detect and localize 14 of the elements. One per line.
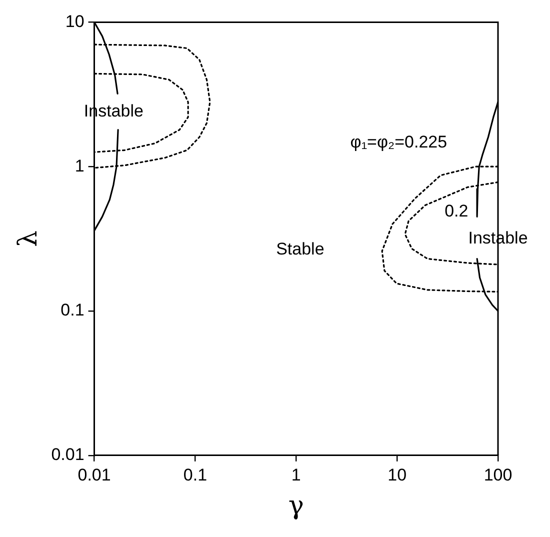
x-tick-label: 1 xyxy=(291,465,301,484)
x-axis-title: γ xyxy=(288,491,304,522)
x-tick-label: 100 xyxy=(484,465,512,484)
annotation: Stable xyxy=(276,239,324,258)
x-tick-label: 0.1 xyxy=(183,465,208,484)
x-tick-label: 0.01 xyxy=(78,465,111,484)
annotation: φ₁=φ₂=0.225 xyxy=(350,132,448,152)
y-tick-label: 1 xyxy=(74,156,84,176)
y-tick-label: 0.01 xyxy=(51,445,84,464)
annotation: 0.2 xyxy=(444,202,468,221)
y-axis-title: λ xyxy=(13,230,44,248)
x-tick-label: 10 xyxy=(388,465,407,484)
y-tick-label: 0.1 xyxy=(60,300,84,320)
y-tick-label: 10 xyxy=(65,12,84,31)
